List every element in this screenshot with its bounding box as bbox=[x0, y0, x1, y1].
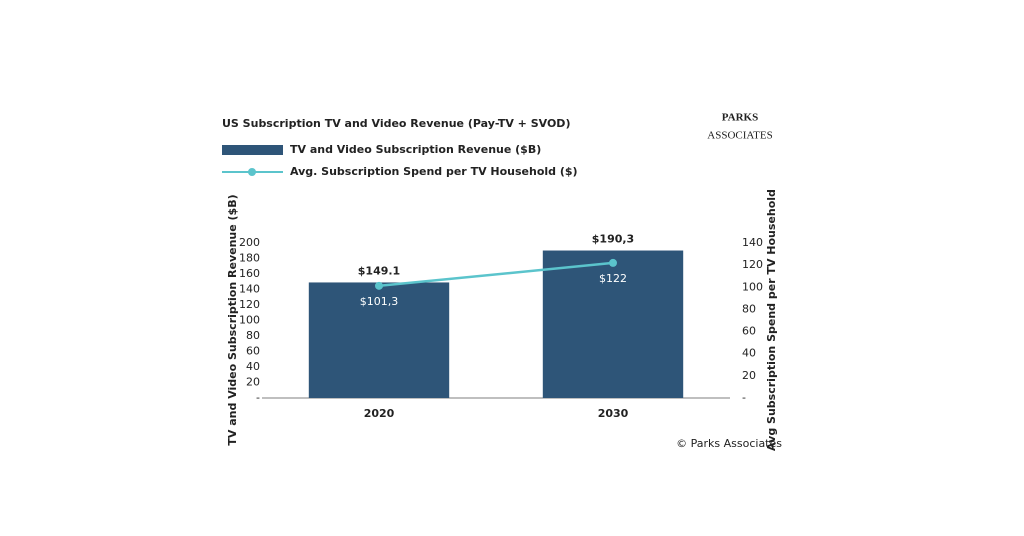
x-tick-label: 2030 bbox=[598, 407, 629, 420]
logo: PARKS bbox=[722, 112, 758, 124]
y2-tick-label: 100 bbox=[742, 280, 763, 293]
point bbox=[375, 281, 383, 290]
y-tick-label: 60 bbox=[246, 345, 260, 358]
y-tick-label: 80 bbox=[246, 329, 260, 342]
data-label: $190,3 bbox=[592, 233, 634, 246]
legend-swatch bbox=[222, 145, 283, 155]
legend-label: Avg. Subscription Spend per TV Household… bbox=[290, 165, 578, 178]
y2-tick-label: 140 bbox=[742, 236, 763, 249]
bar bbox=[542, 250, 684, 398]
y2-tick-label: 40 bbox=[742, 347, 756, 360]
y-tick-label: 180 bbox=[239, 252, 260, 265]
y-tick-label: 40 bbox=[246, 360, 260, 373]
source: © Parks Associates bbox=[676, 437, 782, 450]
y-axis-title: TV and Video Subscription Revenue ($B) bbox=[226, 194, 239, 445]
y2-tick-label: - bbox=[742, 391, 746, 404]
y-tick-label: 20 bbox=[246, 376, 260, 389]
y-tick-label: 120 bbox=[239, 298, 260, 311]
y-tick-label: 200 bbox=[239, 236, 260, 249]
data-label: $149.1 bbox=[358, 264, 400, 277]
y-tick-label: 100 bbox=[239, 314, 260, 327]
chart-title: US Subscription TV and Video Revenue (Pa… bbox=[222, 117, 570, 130]
y2-axis-title: Avg Subscription Spend per TV Household bbox=[765, 189, 778, 451]
y-tick-label: 140 bbox=[239, 283, 260, 296]
x-tick-label: 2020 bbox=[364, 407, 395, 420]
y2-tick-label: 120 bbox=[742, 258, 763, 271]
bar bbox=[308, 282, 450, 398]
data-label: $122 bbox=[599, 272, 627, 285]
y2-tick-label: 60 bbox=[742, 325, 756, 338]
data-label: $101,3 bbox=[360, 295, 399, 308]
legend-label: TV and Video Subscription Revenue ($B) bbox=[290, 143, 541, 156]
line bbox=[378, 261, 614, 288]
y2-tick-label: 20 bbox=[742, 369, 756, 382]
logo: ASSOCIATES bbox=[707, 130, 772, 142]
legend-swatch bbox=[248, 168, 256, 176]
y2-tick-label: 80 bbox=[742, 302, 756, 315]
point bbox=[609, 258, 617, 267]
y-tick-label: - bbox=[256, 391, 260, 404]
y-tick-label: 160 bbox=[239, 267, 260, 280]
